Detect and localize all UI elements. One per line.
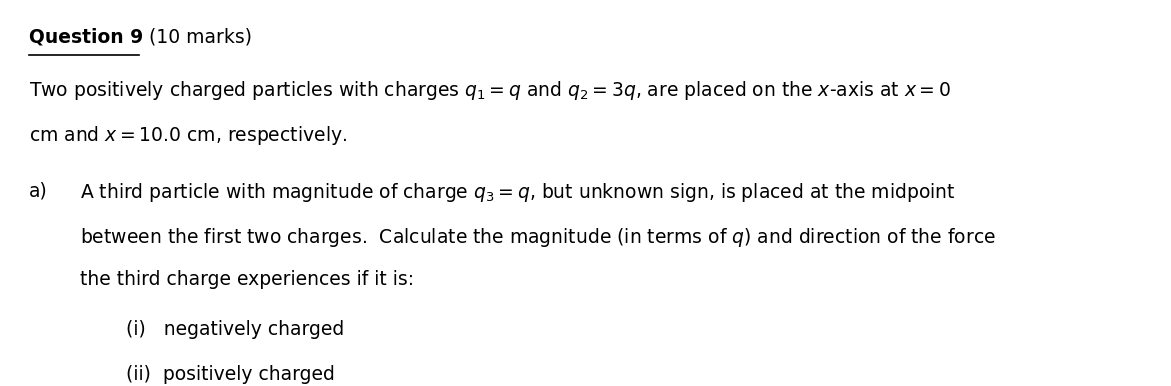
Text: a): a) <box>29 181 48 200</box>
Text: between the first two charges.  Calculate the magnitude (in terms of $q$) and di: between the first two charges. Calculate… <box>80 226 995 249</box>
Text: (i)   negatively charged: (i) negatively charged <box>126 320 344 339</box>
Text: A third particle with magnitude of charge $q_3 = q$, but unknown sign, is placed: A third particle with magnitude of charg… <box>80 181 956 205</box>
Text: (ii)  positively charged: (ii) positively charged <box>126 365 335 384</box>
Text: Two positively charged particles with charges $q_1 = q$ and $q_2 = 3q$, are plac: Two positively charged particles with ch… <box>29 79 951 102</box>
Text: the third charge experiences if it is:: the third charge experiences if it is: <box>80 270 413 289</box>
Text: cm and $x = 10.0$ cm, respectively.: cm and $x = 10.0$ cm, respectively. <box>29 124 348 147</box>
Text: Question 9: Question 9 <box>29 27 144 46</box>
Text: (10 marks): (10 marks) <box>143 27 252 46</box>
